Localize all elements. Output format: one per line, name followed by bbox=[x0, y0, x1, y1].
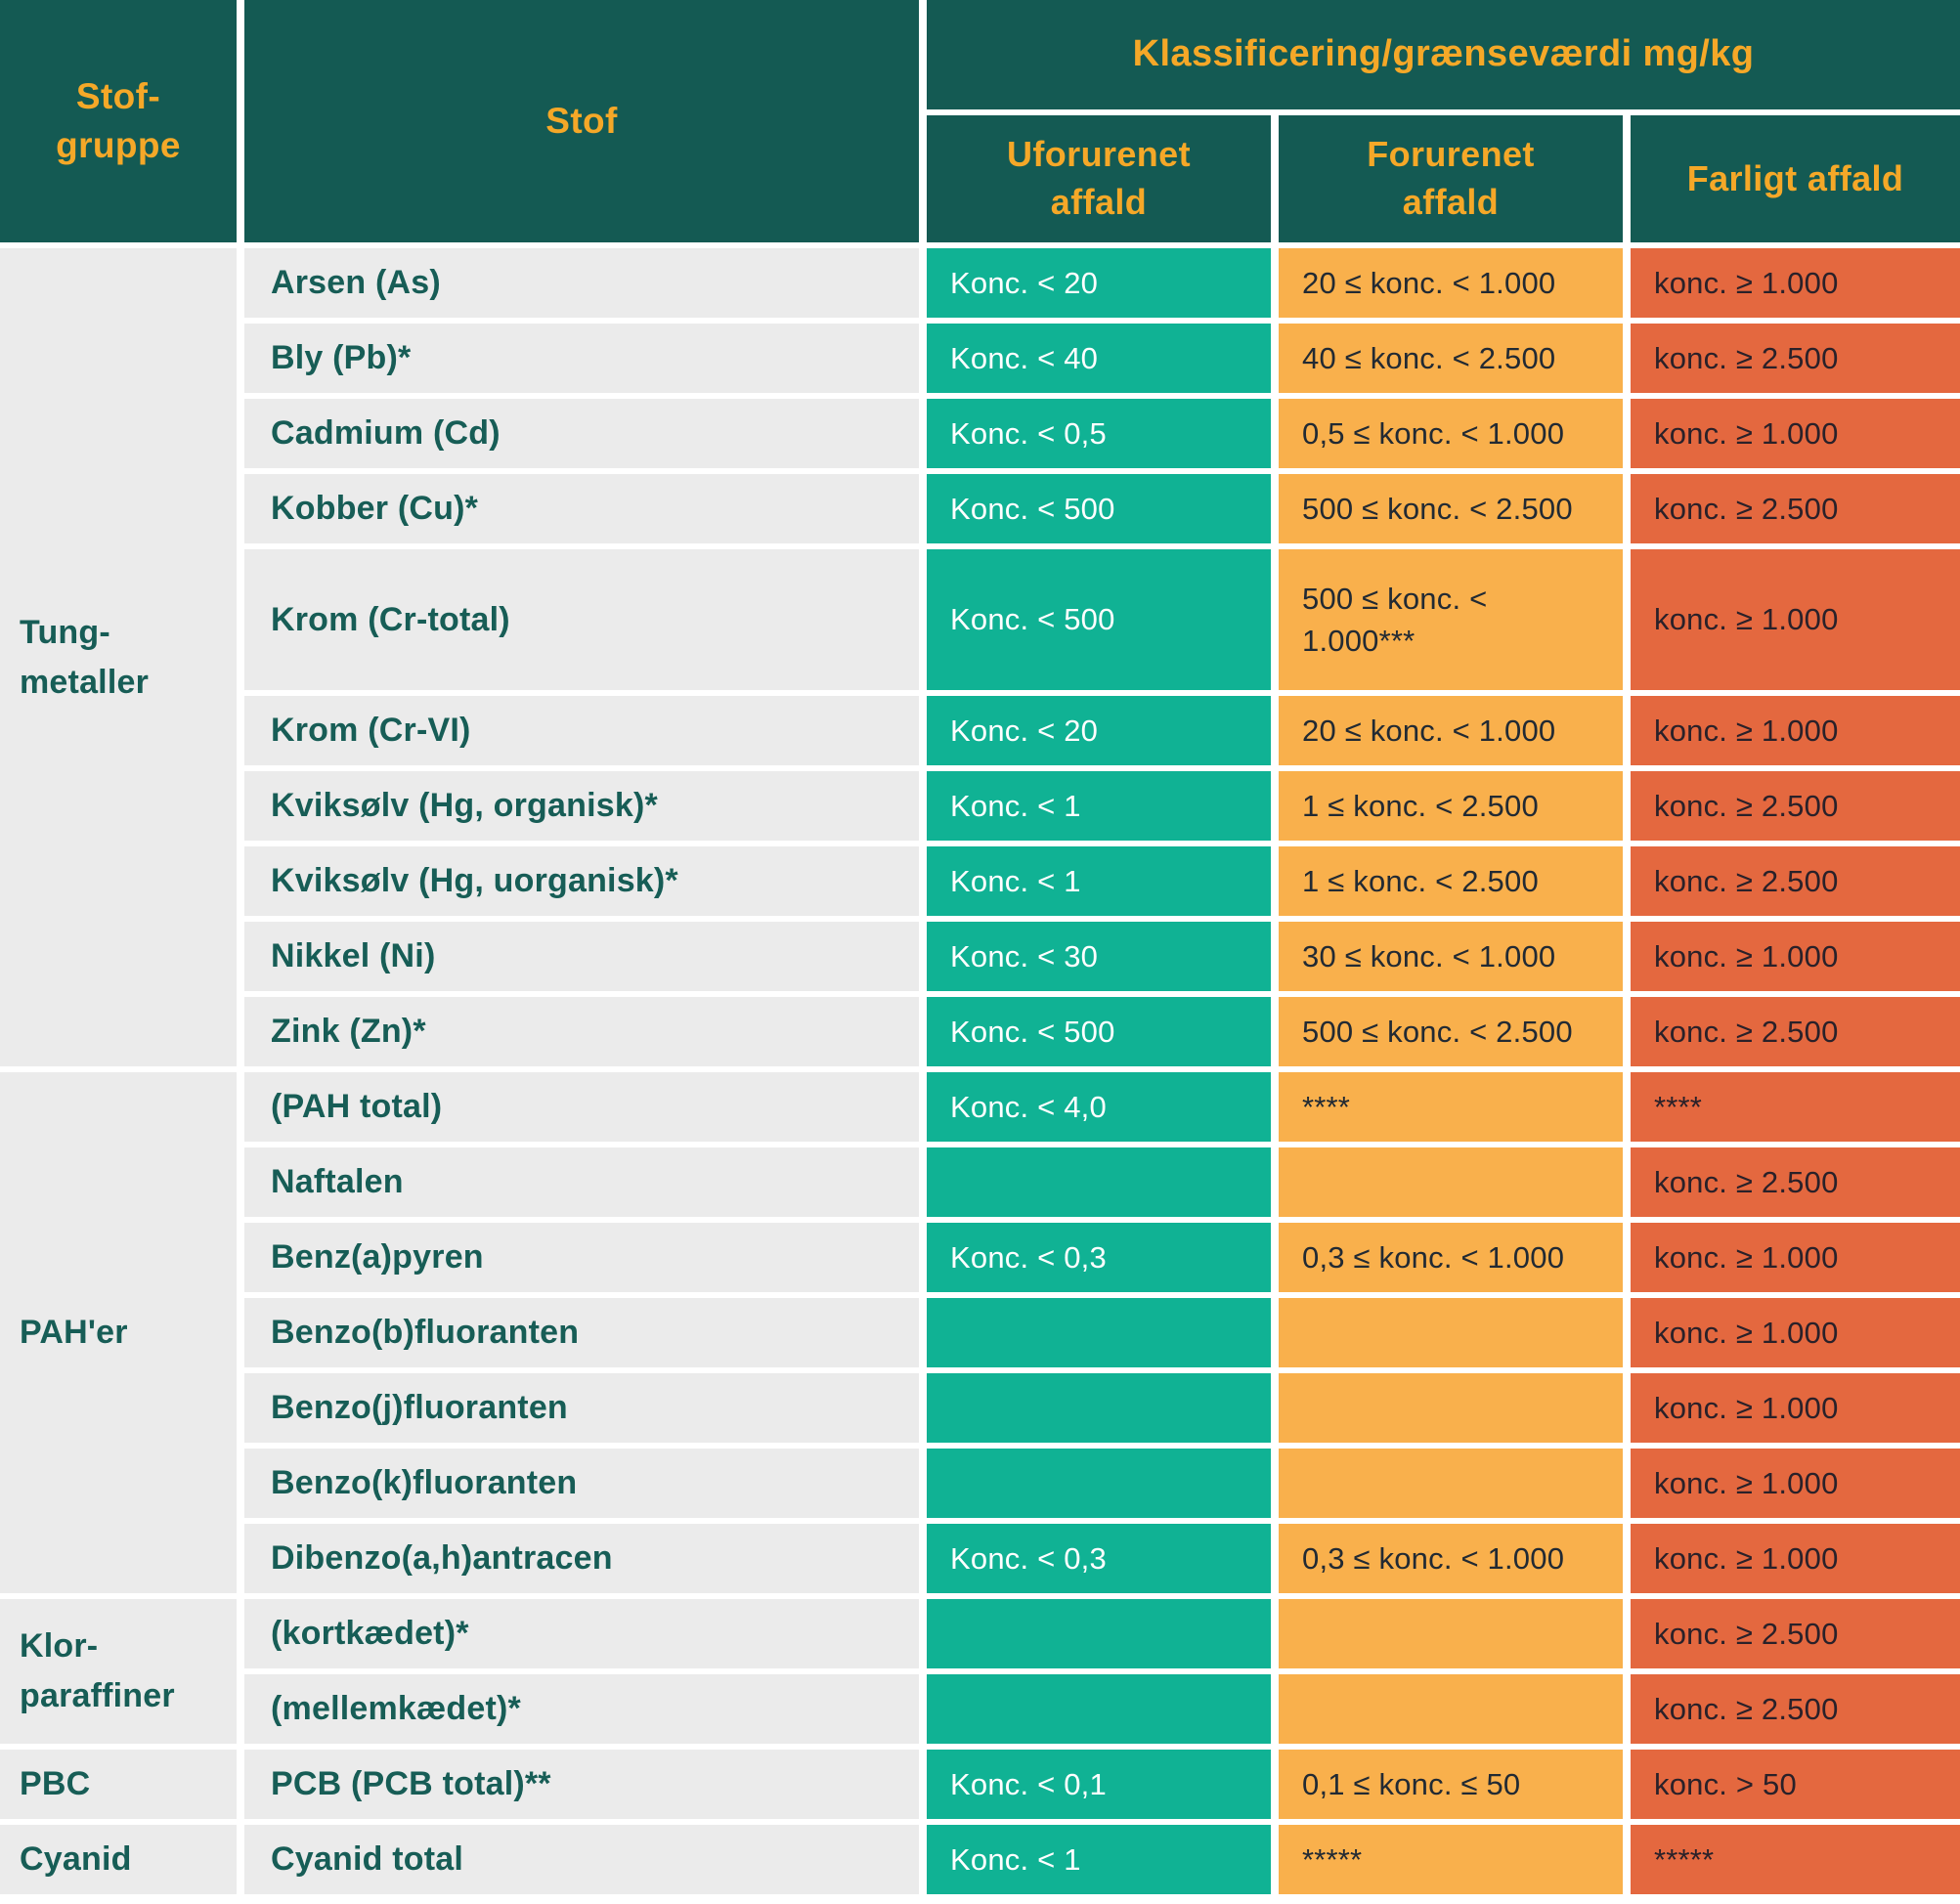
cell-uforurenet: Konc. < 30 bbox=[927, 922, 1271, 991]
cell-uforurenet bbox=[927, 1674, 1271, 1744]
group-cell: Klor- paraffiner bbox=[0, 1599, 237, 1744]
substance-cell: Benz(a)pyren bbox=[244, 1223, 919, 1292]
cell-farligt: konc. ≥ 2.500 bbox=[1631, 997, 1960, 1066]
cell-uforurenet: Konc. < 500 bbox=[927, 997, 1271, 1066]
cell-forurenet: 20 ≤ konc. < 1.000 bbox=[1279, 696, 1623, 765]
cell-forurenet: 30 ≤ konc. < 1.000 bbox=[1279, 922, 1623, 991]
cell-farligt: konc. ≥ 1.000 bbox=[1631, 1223, 1960, 1292]
substance-cell: Dibenzo(a,h)antracen bbox=[244, 1524, 919, 1593]
header-uforurenet-affald: Uforurenet affald bbox=[927, 115, 1271, 242]
cell-forurenet: 20 ≤ konc. < 1.000 bbox=[1279, 248, 1623, 318]
cell-farligt: konc. ≥ 1.000 bbox=[1631, 696, 1960, 765]
cell-farligt: konc. ≥ 2.500 bbox=[1631, 846, 1960, 916]
cell-uforurenet: Konc. < 500 bbox=[927, 549, 1271, 690]
group-cell: PAH'er bbox=[0, 1072, 237, 1593]
cell-farligt: konc. ≥ 2.500 bbox=[1631, 1147, 1960, 1217]
cell-farligt: konc. ≥ 2.500 bbox=[1631, 1599, 1960, 1668]
substance-cell: Bly (Pb)* bbox=[244, 324, 919, 393]
cell-forurenet: 500 ≤ konc. < 2.500 bbox=[1279, 997, 1623, 1066]
cell-uforurenet: Konc. < 20 bbox=[927, 248, 1271, 318]
cell-uforurenet bbox=[927, 1373, 1271, 1443]
cell-farligt: konc. > 50 bbox=[1631, 1750, 1960, 1819]
group-cell: Cyanid bbox=[0, 1825, 237, 1894]
substance-cell: Cadmium (Cd) bbox=[244, 399, 919, 468]
header-klassificering: Klassificering/grænseværdi mg/kg bbox=[927, 0, 1960, 109]
cell-forurenet bbox=[1279, 1373, 1623, 1443]
cell-uforurenet: Konc. < 40 bbox=[927, 324, 1271, 393]
cell-uforurenet bbox=[927, 1599, 1271, 1668]
cell-uforurenet: Konc. < 4,0 bbox=[927, 1072, 1271, 1142]
cell-uforurenet: Konc. < 1 bbox=[927, 1825, 1271, 1894]
cell-uforurenet: Konc. < 0,1 bbox=[927, 1750, 1271, 1819]
cell-uforurenet: Konc. < 0,5 bbox=[927, 399, 1271, 468]
cell-uforurenet bbox=[927, 1449, 1271, 1518]
cell-farligt: konc. ≥ 2.500 bbox=[1631, 474, 1960, 543]
header-stof: Stof bbox=[244, 0, 919, 242]
cell-farligt: ***** bbox=[1631, 1825, 1960, 1894]
cell-forurenet bbox=[1279, 1674, 1623, 1744]
cell-forurenet: 1 ≤ konc. < 2.500 bbox=[1279, 846, 1623, 916]
substance-cell: PCB (PCB total)** bbox=[244, 1750, 919, 1819]
cell-uforurenet bbox=[927, 1298, 1271, 1367]
substance-cell: Naftalen bbox=[244, 1147, 919, 1217]
substance-cell: Cyanid total bbox=[244, 1825, 919, 1894]
cell-farligt: konc. ≥ 1.000 bbox=[1631, 399, 1960, 468]
substance-cell: (kortkædet)* bbox=[244, 1599, 919, 1668]
cell-farligt: konc. ≥ 1.000 bbox=[1631, 1298, 1960, 1367]
substance-cell: (PAH total) bbox=[244, 1072, 919, 1142]
substance-cell: Kobber (Cu)* bbox=[244, 474, 919, 543]
cell-forurenet: 1 ≤ konc. < 2.500 bbox=[1279, 771, 1623, 841]
cell-forurenet: 40 ≤ konc. < 2.500 bbox=[1279, 324, 1623, 393]
cell-uforurenet: Konc. < 1 bbox=[927, 771, 1271, 841]
cell-farligt: konc. ≥ 2.500 bbox=[1631, 324, 1960, 393]
cell-uforurenet: Konc. < 0,3 bbox=[927, 1223, 1271, 1292]
cell-forurenet bbox=[1279, 1147, 1623, 1217]
cell-farligt: konc. ≥ 2.500 bbox=[1631, 1674, 1960, 1744]
substance-cell: Benzo(j)fluoranten bbox=[244, 1373, 919, 1443]
cell-farligt: konc. ≥ 1.000 bbox=[1631, 1373, 1960, 1443]
cell-forurenet: 500 ≤ konc. < 1.000*** bbox=[1279, 549, 1623, 690]
cell-farligt: konc. ≥ 1.000 bbox=[1631, 1524, 1960, 1593]
cell-farligt: konc. ≥ 1.000 bbox=[1631, 1449, 1960, 1518]
substance-cell: Benzo(b)fluoranten bbox=[244, 1298, 919, 1367]
substance-cell: Krom (Cr-total) bbox=[244, 549, 919, 690]
substance-cell: Nikkel (Ni) bbox=[244, 922, 919, 991]
substance-cell: Arsen (As) bbox=[244, 248, 919, 318]
substance-cell: Zink (Zn)* bbox=[244, 997, 919, 1066]
cell-farligt: konc. ≥ 1.000 bbox=[1631, 922, 1960, 991]
cell-farligt: konc. ≥ 2.500 bbox=[1631, 771, 1960, 841]
cell-uforurenet: Konc. < 1 bbox=[927, 846, 1271, 916]
cell-forurenet: 500 ≤ konc. < 2.500 bbox=[1279, 474, 1623, 543]
cell-forurenet: ***** bbox=[1279, 1825, 1623, 1894]
substance-cell: Krom (Cr-VI) bbox=[244, 696, 919, 765]
substance-cell: Kviksølv (Hg, organisk)* bbox=[244, 771, 919, 841]
cell-forurenet: 0,1 ≤ konc. ≤ 50 bbox=[1279, 1750, 1623, 1819]
group-cell: Tung- metaller bbox=[0, 248, 237, 1066]
cell-forurenet bbox=[1279, 1599, 1623, 1668]
substance-cell: (mellemkædet)* bbox=[244, 1674, 919, 1744]
header-farligt-affald: Farligt affald bbox=[1631, 115, 1960, 242]
header-stof-gruppe: Stof- gruppe bbox=[0, 0, 237, 242]
cell-uforurenet: Konc. < 20 bbox=[927, 696, 1271, 765]
cell-uforurenet bbox=[927, 1147, 1271, 1217]
cell-farligt: konc. ≥ 1.000 bbox=[1631, 549, 1960, 690]
cell-forurenet: 0,5 ≤ konc. < 1.000 bbox=[1279, 399, 1623, 468]
cell-forurenet: 0,3 ≤ konc. < 1.000 bbox=[1279, 1524, 1623, 1593]
header-forurenet-affald: Forurenet affald bbox=[1279, 115, 1623, 242]
group-cell: PBC bbox=[0, 1750, 237, 1819]
cell-forurenet bbox=[1279, 1449, 1623, 1518]
substance-cell: Benzo(k)fluoranten bbox=[244, 1449, 919, 1518]
substance-cell: Kviksølv (Hg, uorganisk)* bbox=[244, 846, 919, 916]
cell-farligt: konc. ≥ 1.000 bbox=[1631, 248, 1960, 318]
cell-forurenet: **** bbox=[1279, 1072, 1623, 1142]
cell-forurenet bbox=[1279, 1298, 1623, 1367]
cell-uforurenet: Konc. < 500 bbox=[927, 474, 1271, 543]
cell-farligt: **** bbox=[1631, 1072, 1960, 1142]
cell-forurenet: 0,3 ≤ konc. < 1.000 bbox=[1279, 1223, 1623, 1292]
cell-uforurenet: Konc. < 0,3 bbox=[927, 1524, 1271, 1593]
